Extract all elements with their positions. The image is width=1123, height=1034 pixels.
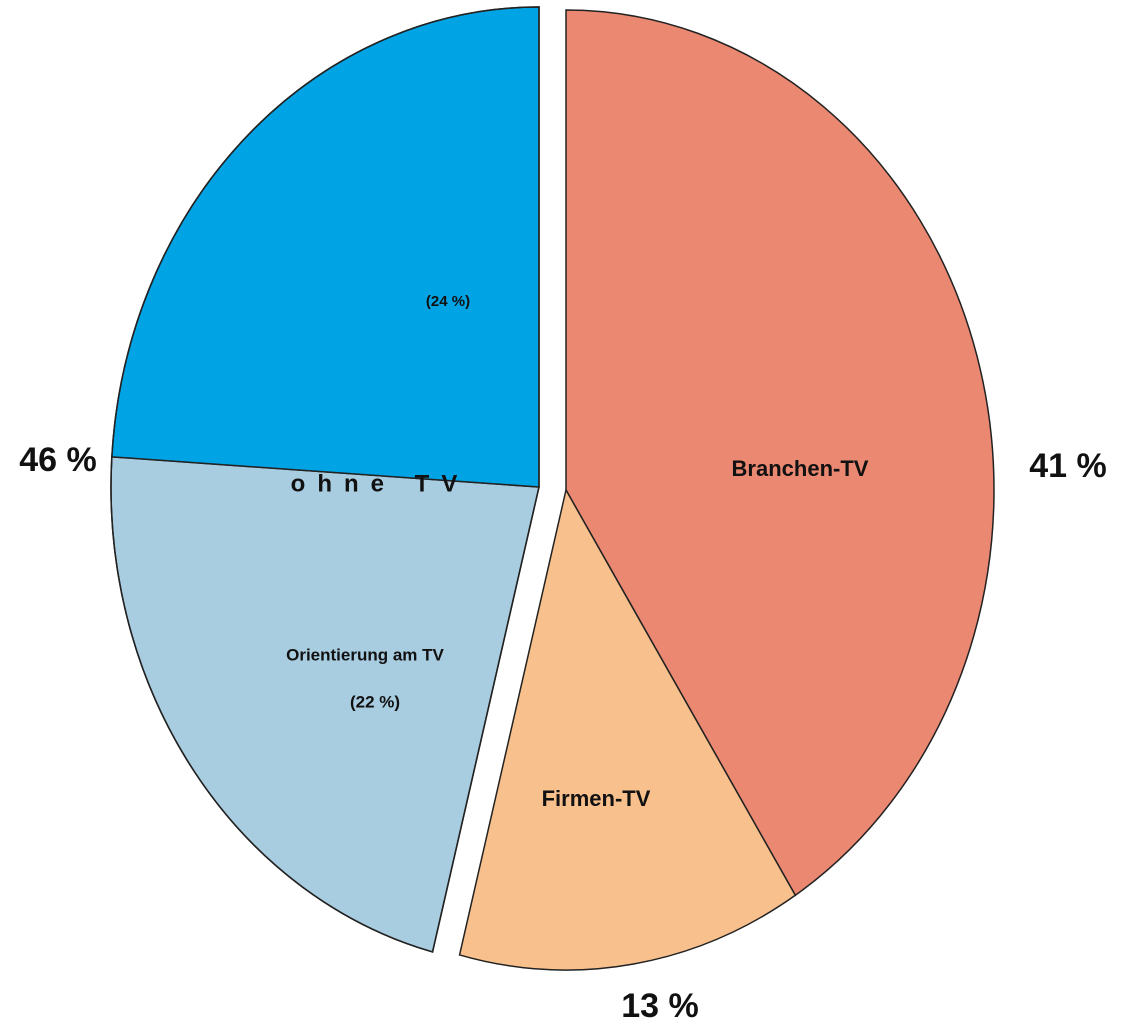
group-outline [110, 6, 540, 953]
value-label: (22 %) [350, 692, 400, 711]
slice-label: Orientierung am TV [286, 645, 444, 664]
pie-slice [110, 456, 540, 953]
group-value-label: 46 % [19, 441, 97, 479]
slice-label: Firmen-TV [542, 786, 651, 811]
group-label: ohne TV [291, 470, 470, 497]
value-label: 13 % [621, 987, 699, 1025]
value-label: 41 % [1029, 447, 1107, 485]
value-label: (24 %) [426, 293, 470, 310]
pie-slice [458, 487, 797, 971]
pie-slice [565, 9, 995, 897]
slice-label: Branchen-TV [732, 456, 869, 481]
pie-slice [111, 6, 540, 488]
